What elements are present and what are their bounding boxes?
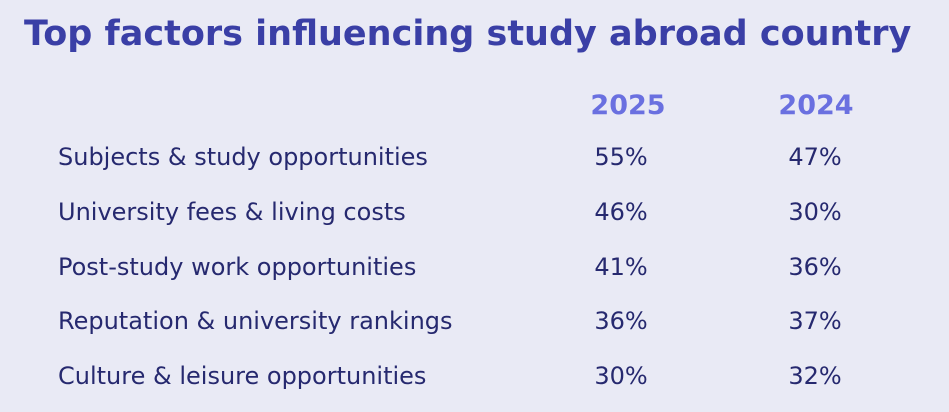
- column-header-2025: 2025: [590, 90, 666, 121]
- row-label: University fees & living costs: [58, 198, 406, 226]
- table-title: Top factors influencing study abroad cou…: [24, 14, 912, 54]
- cell-2025: 36%: [594, 307, 648, 335]
- table-row: Post-study work opportunities 41% 36%: [0, 253, 949, 293]
- table-row: Subjects & study opportunities 55% 47%: [0, 143, 949, 183]
- cell-2024: 47%: [788, 143, 842, 171]
- table-row: University fees & living costs 46% 30%: [0, 198, 949, 238]
- row-label: Culture & leisure opportunities: [58, 362, 427, 390]
- cell-2025: 46%: [594, 198, 648, 226]
- cell-2024: 30%: [788, 198, 842, 226]
- cell-2025: 30%: [594, 362, 648, 390]
- cell-2025: 41%: [594, 253, 648, 281]
- cell-2024: 36%: [788, 253, 842, 281]
- row-label: Subjects & study opportunities: [58, 143, 428, 171]
- row-label: Post-study work opportunities: [58, 253, 417, 281]
- table-row: Culture & leisure opportunities 30% 32%: [0, 362, 949, 402]
- cell-2024: 32%: [788, 362, 842, 390]
- row-label: Reputation & university rankings: [58, 307, 453, 335]
- cell-2024: 37%: [788, 307, 842, 335]
- table-row: Reputation & university rankings 36% 37%: [0, 307, 949, 347]
- cell-2025: 55%: [594, 143, 648, 171]
- column-header-2024: 2024: [778, 90, 854, 121]
